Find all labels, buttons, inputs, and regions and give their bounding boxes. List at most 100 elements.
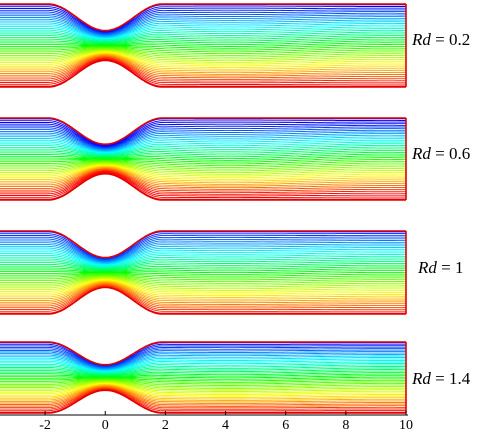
streamline xyxy=(0,157,406,163)
streamline xyxy=(0,380,406,389)
lower-wall xyxy=(0,173,406,201)
streamline xyxy=(0,31,406,42)
streamline xyxy=(0,382,406,394)
streamline xyxy=(0,345,406,367)
streamline xyxy=(0,170,406,194)
streamline xyxy=(0,348,406,368)
streamline xyxy=(0,262,407,271)
panel-label-1: Rd = 0.2 xyxy=(412,30,471,49)
streamline xyxy=(0,254,406,267)
streamline xyxy=(0,343,406,367)
streamline xyxy=(0,388,406,410)
streamline xyxy=(0,16,406,36)
streamline xyxy=(0,369,406,376)
streamline xyxy=(0,46,406,53)
streamline xyxy=(0,167,406,185)
streamline xyxy=(0,146,407,156)
streamline xyxy=(0,357,407,372)
streamline xyxy=(0,270,406,274)
streamline xyxy=(0,236,406,261)
streamline xyxy=(0,158,406,165)
streamline xyxy=(0,143,406,155)
streamline xyxy=(0,160,406,168)
panel-3 xyxy=(0,230,407,315)
streamline xyxy=(0,379,406,386)
panel-4 xyxy=(0,341,407,414)
streamline xyxy=(0,171,406,197)
streamline xyxy=(0,172,406,199)
streamline xyxy=(0,124,406,148)
streamline xyxy=(0,259,406,269)
streamline xyxy=(0,12,406,35)
streamline xyxy=(0,284,406,307)
streamline xyxy=(0,169,406,192)
streamline xyxy=(0,169,406,190)
x-tick-label: 2 xyxy=(161,418,169,433)
streamline xyxy=(0,247,407,265)
streamline xyxy=(0,50,406,63)
streamline xyxy=(0,35,406,44)
streamline xyxy=(0,282,407,304)
streamline xyxy=(0,151,407,158)
streamline xyxy=(0,28,406,41)
streamline xyxy=(0,382,407,395)
streamline xyxy=(0,165,406,182)
streamline xyxy=(0,134,406,152)
panels-layer xyxy=(0,3,407,414)
streamline xyxy=(0,268,406,272)
streamline xyxy=(0,168,406,189)
streamline xyxy=(0,361,407,373)
streamline xyxy=(0,277,406,290)
streamline xyxy=(0,243,406,263)
streamline xyxy=(0,252,406,267)
streamline xyxy=(0,352,406,370)
streamline xyxy=(0,366,406,375)
streamline xyxy=(0,387,407,407)
streamline xyxy=(0,164,406,177)
streamline xyxy=(0,14,406,36)
x-axis xyxy=(0,411,408,416)
panel-2 xyxy=(0,117,407,201)
streamline xyxy=(0,386,406,406)
panel-1 xyxy=(0,3,407,88)
streamline xyxy=(0,378,406,383)
streamline xyxy=(0,248,406,265)
streamline xyxy=(0,363,407,374)
streamline xyxy=(0,29,407,42)
streamline xyxy=(0,278,406,293)
streamline xyxy=(0,57,406,82)
streamline xyxy=(0,165,406,180)
streamline xyxy=(0,370,406,377)
streamline xyxy=(0,355,406,371)
streamline xyxy=(0,59,406,85)
streamline xyxy=(0,255,407,268)
streamline xyxy=(0,47,406,55)
streamline xyxy=(0,121,406,147)
streamline xyxy=(0,276,407,286)
streamline xyxy=(0,36,406,44)
streamline xyxy=(0,383,407,397)
streamline xyxy=(0,144,406,156)
streamline xyxy=(0,375,406,379)
streamline xyxy=(0,358,407,372)
streamline xyxy=(0,55,406,77)
streamline xyxy=(0,238,406,261)
streamline xyxy=(0,11,406,34)
streamline xyxy=(0,136,406,153)
x-tick-label: 0 xyxy=(101,418,109,433)
streamline xyxy=(0,166,406,184)
streamline xyxy=(0,150,406,158)
streamline xyxy=(0,51,406,67)
streamline xyxy=(0,47,407,56)
streamline xyxy=(0,44,407,49)
streamline xyxy=(0,367,406,375)
streamline xyxy=(0,9,406,34)
streamline xyxy=(0,384,406,400)
streamline xyxy=(0,250,406,266)
upper-wall xyxy=(0,117,406,145)
streamline xyxy=(0,261,406,270)
streamline xyxy=(0,119,406,146)
panel-label-3: Rd = 1 xyxy=(418,258,464,277)
lower-wall xyxy=(0,59,406,88)
